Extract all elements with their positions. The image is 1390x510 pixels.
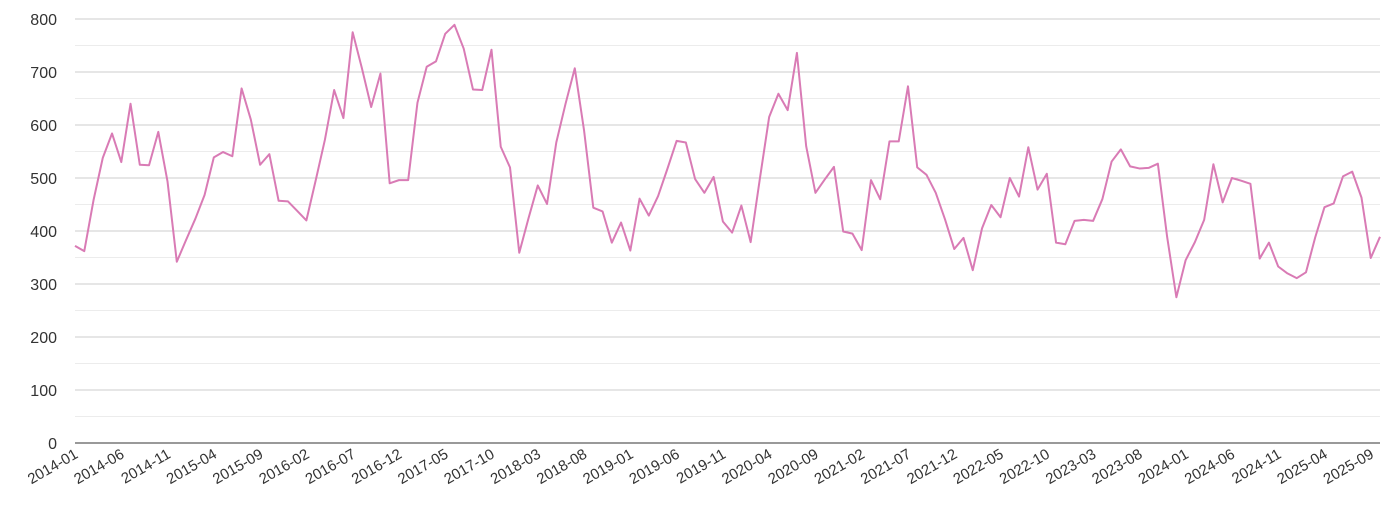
- x-tick-label: 2017-10: [441, 446, 497, 488]
- x-tick-label: 2020-09: [765, 446, 821, 488]
- x-tick-label: 2025-04: [1274, 446, 1330, 488]
- x-tick-label: 2014-11: [118, 446, 173, 488]
- x-tick-label: 2023-08: [1089, 446, 1145, 488]
- y-tick-label: 0: [48, 436, 57, 453]
- y-tick-label: 200: [30, 330, 57, 347]
- x-axis-tick-labels: 2014-012014-062014-112015-042015-092016-…: [25, 446, 1377, 488]
- x-tick-label: 2021-02: [812, 446, 868, 488]
- y-tick-label: 500: [30, 171, 57, 188]
- y-tick-label: 400: [30, 224, 57, 241]
- x-tick-label: 2020-04: [719, 446, 775, 488]
- x-tick-label: 2023-03: [1043, 446, 1099, 488]
- y-tick-label: 700: [30, 65, 57, 82]
- x-tick-label: 2022-10: [997, 446, 1053, 488]
- series-line: [74, 23, 1381, 299]
- x-tick-label: 2015-09: [210, 446, 266, 488]
- x-tick-label: 2016-07: [302, 446, 358, 488]
- x-tick-label: 2017-05: [395, 446, 451, 488]
- x-tick-label: 2016-02: [256, 446, 312, 488]
- major-gridlines: [75, 18, 1380, 391]
- x-tick-label: 2022-05: [950, 446, 1006, 488]
- y-tick-label: 100: [30, 383, 57, 400]
- x-tick-label: 2019-06: [626, 446, 682, 488]
- y-axis-tick-labels: 0 100 200 300 400 500 600 700 800: [30, 12, 57, 453]
- y-tick-label: 600: [30, 118, 57, 135]
- x-tick-label: 2019-01: [580, 446, 636, 488]
- x-tick-label: 2018-08: [534, 446, 590, 488]
- x-tick-label: 2019-11: [674, 446, 729, 488]
- x-tick-label: 2024-06: [1182, 446, 1238, 488]
- x-tick-label: 2018-03: [488, 446, 544, 488]
- x-tick-label: 2015-04: [164, 446, 220, 488]
- minor-gridlines: [75, 45, 1380, 417]
- x-tick-label: 2016-12: [349, 446, 405, 488]
- y-tick-label: 800: [30, 12, 57, 29]
- x-tick-label: 2014-06: [71, 446, 127, 488]
- x-tick-label: 2024-11: [1229, 446, 1284, 488]
- x-tick-label: 2021-07: [858, 446, 914, 488]
- x-tick-label: 2021-12: [904, 446, 960, 488]
- x-tick-label: 2024-01: [1135, 446, 1191, 488]
- x-tick-label: 2025-09: [1321, 446, 1377, 488]
- y-tick-label: 300: [30, 277, 57, 294]
